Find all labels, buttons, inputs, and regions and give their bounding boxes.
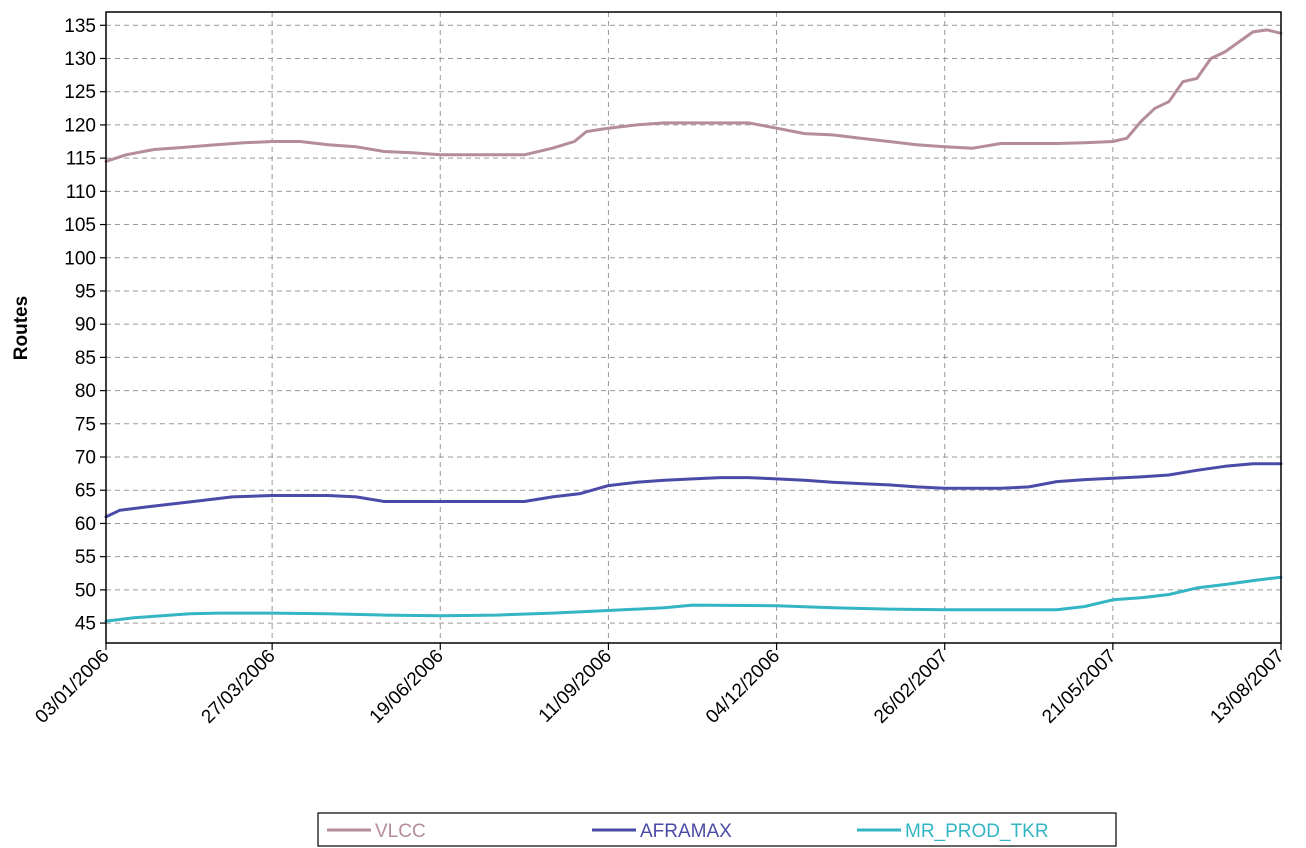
x-tick-label: 04/12/2006 bbox=[702, 646, 784, 728]
y-tick-label: 75 bbox=[75, 414, 96, 435]
y-tick-label: 115 bbox=[66, 149, 96, 170]
grid-lines bbox=[105, 12, 1282, 643]
legend-label-vlcc: VLCC bbox=[375, 821, 426, 842]
y-tick-label: 130 bbox=[64, 49, 96, 70]
x-tick-label: 21/05/2007 bbox=[1038, 646, 1120, 728]
y-tick-label: 60 bbox=[75, 514, 96, 535]
y-tick-label: 50 bbox=[75, 580, 96, 601]
y-tick-label: 70 bbox=[75, 448, 96, 469]
y-axis-ticks: 45 50 55 60 65 70 75 80 85 90 95 100 105 110 115 120 125… bbox=[64, 16, 106, 635]
legend-box bbox=[317, 812, 1117, 847]
y-tick-label: 120 bbox=[64, 115, 96, 136]
series-lines bbox=[104, 28, 1283, 623]
y-tick-label: 55 bbox=[75, 547, 96, 568]
y-tick-label: 90 bbox=[75, 315, 96, 336]
x-tick-label: 11/09/2006 bbox=[535, 646, 616, 727]
series-line-mr-prod-tkr bbox=[104, 575, 1283, 623]
y-tick-label: 105 bbox=[64, 215, 96, 236]
x-tick-label: 03/01/2006 bbox=[31, 646, 113, 728]
y-tick-label: 125 bbox=[64, 82, 96, 103]
y-tick-label: 135 bbox=[64, 16, 96, 37]
series-line-vlcc bbox=[104, 28, 1283, 163]
x-tick-label: 19/06/2006 bbox=[366, 646, 448, 728]
series-line-aframax bbox=[104, 462, 1283, 519]
x-tick-label: 27/03/2006 bbox=[198, 646, 280, 728]
y-axis-label: Routes bbox=[11, 296, 32, 360]
x-tick-label: 26/02/2007 bbox=[870, 646, 952, 728]
legend-label-mr-prod-tkr: MR_PROD_TKR bbox=[905, 821, 1049, 842]
y-tick-label: 100 bbox=[64, 248, 96, 269]
y-tick-label: 45 bbox=[75, 614, 96, 635]
y-tick-label: 110 bbox=[66, 182, 96, 203]
y-tick-label: 85 bbox=[75, 348, 96, 369]
legend-label-aframax: AFRAMAX bbox=[640, 821, 732, 842]
x-axis-ticks: 03/01/2006 27/03/2006 19/06/2006 11/09/2006… bbox=[31, 643, 1289, 728]
y-tick-label: 65 bbox=[75, 481, 96, 502]
y-tick-label: 80 bbox=[75, 381, 96, 402]
plot-area-frame bbox=[105, 11, 1282, 644]
legend: VLCC AFRAMAX MR_PROD_TKR bbox=[317, 812, 1117, 847]
x-tick-label: 13/08/2007 bbox=[1206, 646, 1288, 728]
y-tick-label: 95 bbox=[75, 281, 96, 302]
